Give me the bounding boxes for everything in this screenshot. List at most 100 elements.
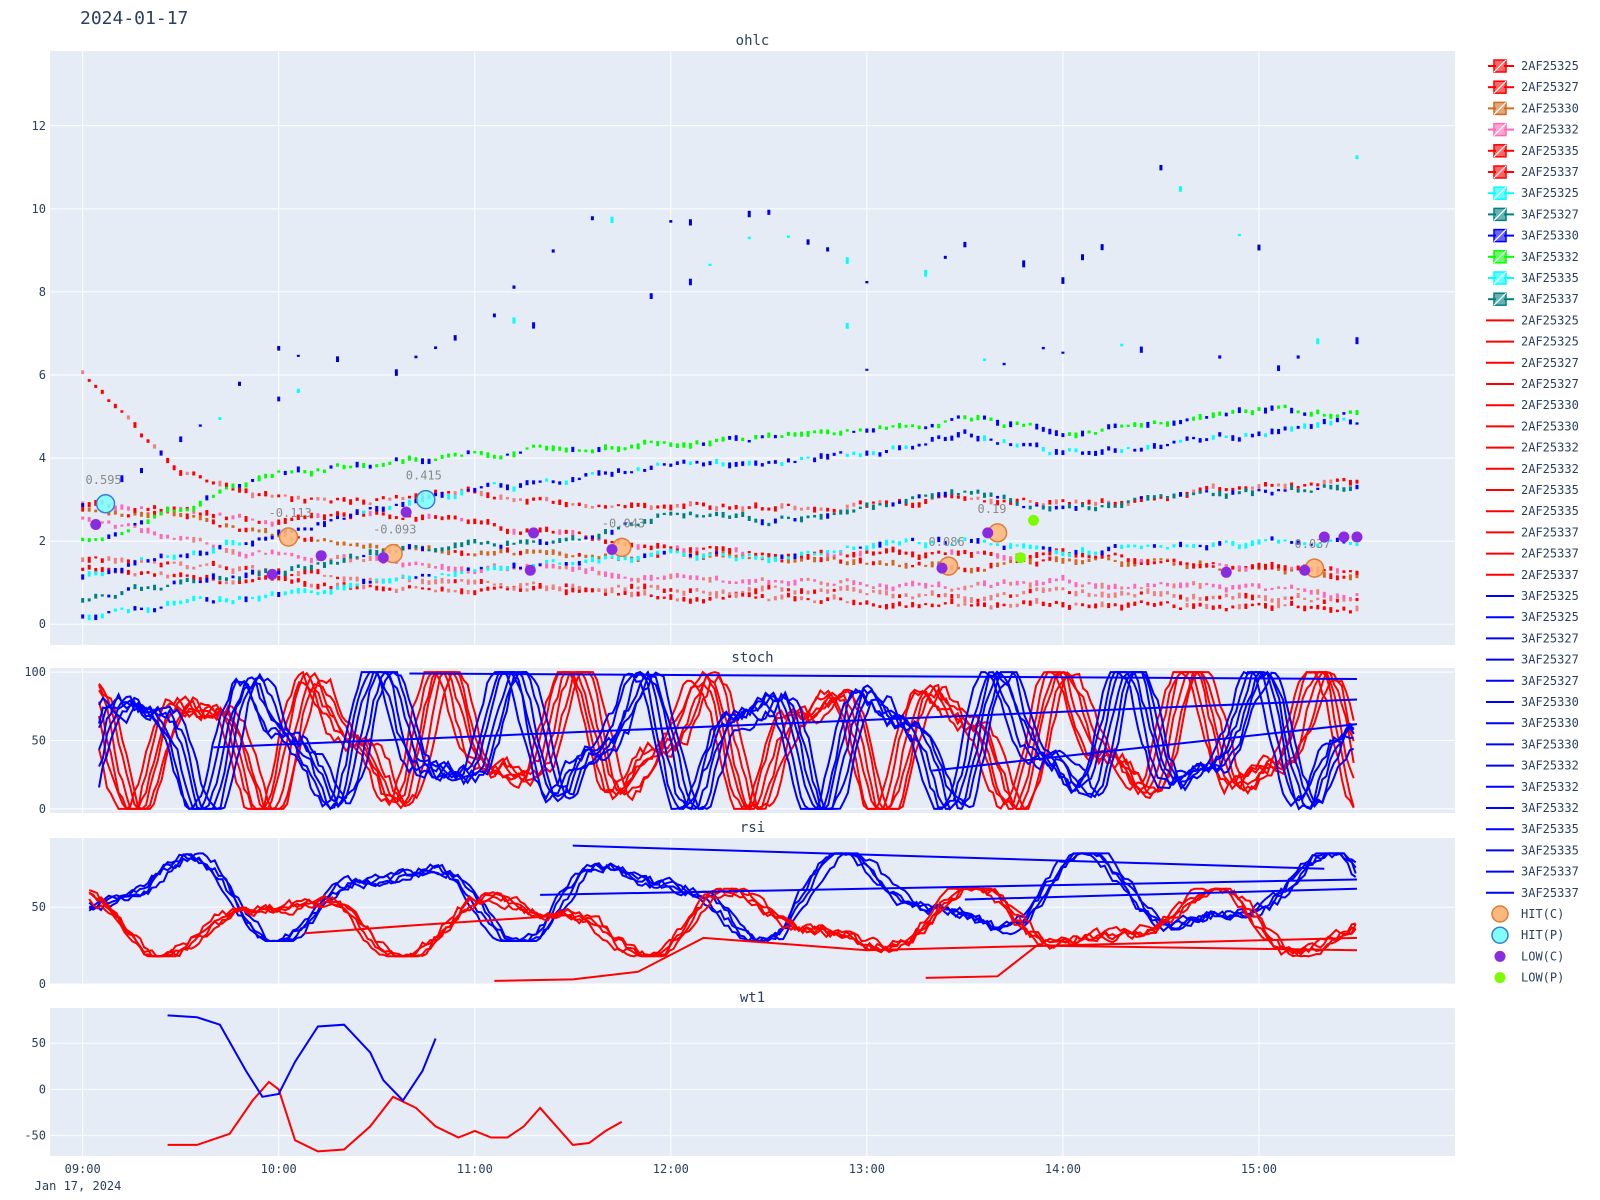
ohlc-bar xyxy=(283,517,287,524)
ohlc-bar xyxy=(322,562,326,568)
ohlc-bar xyxy=(329,465,333,469)
ohlc-bar xyxy=(440,563,444,570)
ohlc-bar xyxy=(832,594,836,600)
legend-item[interactable]: 2AF25335 xyxy=(1486,504,1579,518)
legend-item[interactable]: 2AF25332 xyxy=(1486,441,1579,455)
legend-item[interactable]: 2AF25332 xyxy=(1486,462,1579,476)
legend-item[interactable]: 2AF25330 xyxy=(1486,419,1579,433)
ohlc-bar xyxy=(1061,557,1065,564)
legend-item[interactable]: LOW(P) xyxy=(1494,971,1565,985)
ohlc-bar xyxy=(499,494,503,500)
legend-item[interactable]: 2AF25325 xyxy=(1486,335,1579,349)
ohlc-bar xyxy=(1100,244,1104,251)
legend-label: 3AF25337 xyxy=(1521,865,1579,879)
legend-item[interactable]: 3AF25332 xyxy=(1486,801,1579,815)
legend-item[interactable]: 3AF25337 xyxy=(1488,292,1579,306)
ohlc-bar xyxy=(100,572,104,577)
legend-item[interactable]: HIT(C) xyxy=(1491,905,1564,923)
ohlc-bar xyxy=(832,556,836,560)
ohlc-bar xyxy=(447,491,451,494)
legend-item[interactable]: 2AF25335 xyxy=(1488,144,1579,158)
ohlc-bar xyxy=(1054,600,1058,605)
legend-item[interactable]: HIT(P) xyxy=(1491,926,1564,944)
legend-item[interactable]: 3AF25332 xyxy=(1486,759,1579,773)
legend-item[interactable]: 3AF25330 xyxy=(1486,695,1579,709)
ohlc-bar xyxy=(813,552,817,556)
legend-item[interactable]: 3AF25325 xyxy=(1488,186,1579,200)
legend-item[interactable]: 3AF25335 xyxy=(1486,843,1579,857)
legend-item[interactable]: 2AF25337 xyxy=(1486,568,1579,582)
ohlc-bar xyxy=(1113,544,1117,548)
legend-item[interactable]: 2AF25325 xyxy=(1488,59,1579,73)
ohlc-bar xyxy=(505,540,509,547)
ohlc-bar xyxy=(1022,260,1026,268)
ohlc-bar xyxy=(120,475,124,483)
ohlc-bar xyxy=(571,477,575,483)
legend-item[interactable]: 2AF25335 xyxy=(1486,483,1579,497)
ohlc-bar xyxy=(211,519,215,525)
ohlc-bar xyxy=(420,514,424,521)
legend-item[interactable]: 2AF25337 xyxy=(1486,547,1579,561)
legend-item[interactable]: 3AF25330 xyxy=(1488,229,1579,243)
legend-item[interactable]: 2AF25330 xyxy=(1486,398,1579,412)
legend-item[interactable]: 2AF25337 xyxy=(1486,525,1579,539)
legend-item[interactable]: 3AF25337 xyxy=(1486,886,1579,900)
ohlc-bar xyxy=(407,562,411,566)
ohlc-bar xyxy=(166,506,170,512)
legend-item[interactable]: 3AF25332 xyxy=(1488,250,1579,264)
ohlc-bar xyxy=(1348,541,1352,545)
ohlc-bar xyxy=(656,577,660,580)
ohlc-bar xyxy=(728,462,732,469)
legend-item[interactable]: 2AF25332 xyxy=(1488,123,1579,137)
legend-item[interactable]: 2AF25327 xyxy=(1488,80,1579,94)
ohlc-bar xyxy=(427,549,431,552)
ohlc-bar xyxy=(205,574,209,579)
ohlc-bar xyxy=(1290,541,1294,544)
ohlc-bar xyxy=(192,510,196,514)
legend-item[interactable]: 3AF25330 xyxy=(1486,737,1579,751)
legend-item[interactable]: 3AF25327 xyxy=(1488,207,1579,221)
legend-item[interactable]: 3AF25335 xyxy=(1488,271,1579,285)
ohlc-bar xyxy=(434,346,438,350)
ohlc-bar xyxy=(715,591,719,597)
legend-item[interactable]: 3AF25325 xyxy=(1486,610,1579,624)
legend-item[interactable]: 2AF25325 xyxy=(1486,313,1579,327)
ohlc-bar xyxy=(179,512,183,518)
ohlc-series-3AF25335 xyxy=(120,209,1359,483)
legend-item[interactable]: 3AF25327 xyxy=(1486,631,1579,645)
legend-item[interactable]: 3AF25335 xyxy=(1486,822,1579,836)
ohlc-bar xyxy=(747,439,751,443)
ohlc-bar xyxy=(1335,598,1339,603)
legend-item[interactable]: 2AF25327 xyxy=(1486,377,1579,391)
ohlc-bar xyxy=(715,551,719,557)
ohlc-bar xyxy=(708,545,712,549)
ohlc-bar xyxy=(937,423,941,429)
ohlc-bar xyxy=(1355,479,1359,484)
ohlc-bar xyxy=(238,595,242,600)
legend-item[interactable]: 3AF25330 xyxy=(1486,716,1579,730)
ohlc-bar xyxy=(1009,581,1013,586)
ohlc-bar xyxy=(270,473,274,479)
ohlc-bar xyxy=(1348,479,1352,486)
legend-item[interactable]: 2AF25337 xyxy=(1488,165,1579,179)
legend-item[interactable]: 2AF25330 xyxy=(1488,101,1579,115)
legend-item[interactable]: LOW(C) xyxy=(1494,949,1565,963)
ohlc-bar xyxy=(1179,186,1183,192)
ohlc-bar xyxy=(532,322,536,329)
ohlc-bar xyxy=(336,463,340,467)
legend-item[interactable]: 2AF25327 xyxy=(1486,356,1579,370)
ohlc-bar xyxy=(126,506,130,511)
low-c-marker xyxy=(315,550,327,562)
ohlc-bar xyxy=(603,553,607,556)
ohlc-bar xyxy=(545,587,549,592)
legend-item[interactable]: 3AF25332 xyxy=(1486,780,1579,794)
ohlc-bar xyxy=(1263,603,1267,609)
ohlc-bar xyxy=(1015,544,1019,547)
ohlc-bar xyxy=(545,445,549,451)
legend-item[interactable]: 3AF25327 xyxy=(1486,653,1579,667)
ohlc-bar xyxy=(414,545,418,549)
legend-item[interactable]: 3AF25325 xyxy=(1486,589,1579,603)
legend-item[interactable]: 3AF25327 xyxy=(1486,674,1579,688)
legend-item[interactable]: 3AF25337 xyxy=(1486,865,1579,879)
low-c-marker xyxy=(1220,566,1232,578)
